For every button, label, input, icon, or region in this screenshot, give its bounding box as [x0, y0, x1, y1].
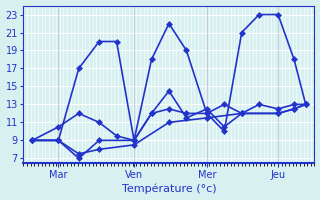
X-axis label: Température (°c): Température (°c) — [122, 184, 216, 194]
